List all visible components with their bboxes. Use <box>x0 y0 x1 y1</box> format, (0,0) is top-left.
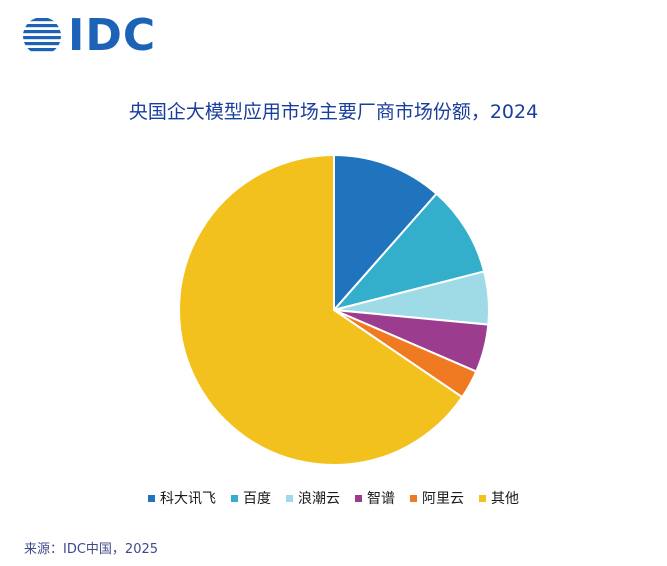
legend-item-2: 浪潮云 <box>286 488 340 508</box>
legend-swatch <box>479 494 486 502</box>
legend-swatch <box>410 494 417 502</box>
legend-label: 阿里云 <box>422 491 464 507</box>
pie-chart <box>178 153 490 466</box>
legend-item-1: 百度 <box>231 488 271 508</box>
legend-item-3: 智谱 <box>355 488 395 508</box>
chart-legend: 科大讯飞 百度 浪潮云 智谱 阿里云 其他 <box>0 488 667 508</box>
legend-item-4: 阿里云 <box>410 488 464 508</box>
legend-label: 科大讯飞 <box>160 491 216 507</box>
legend-item-5: 其他 <box>479 488 519 508</box>
legend-swatch <box>148 494 155 502</box>
legend-label: 智谱 <box>367 491 395 507</box>
pie-slice-5 <box>178 153 464 466</box>
legend-swatch <box>231 494 238 502</box>
chart-title: 央国企大模型应用市场主要厂商市场份额，2024 <box>128 101 539 123</box>
idc-logo: IDC <box>22 14 156 58</box>
globe-logo-icon <box>23 18 61 52</box>
source-note: 来源：IDC中国，2025 <box>24 542 159 557</box>
legend-label: 浪潮云 <box>298 491 340 507</box>
pie-slice-0 <box>333 153 438 313</box>
legend-swatch <box>355 494 362 502</box>
legend-swatch <box>286 494 293 502</box>
legend-label: 百度 <box>243 491 271 507</box>
legend-label: 其他 <box>491 491 519 507</box>
legend-item-0: 科大讯飞 <box>148 488 216 508</box>
logo-text: IDC <box>68 10 157 61</box>
